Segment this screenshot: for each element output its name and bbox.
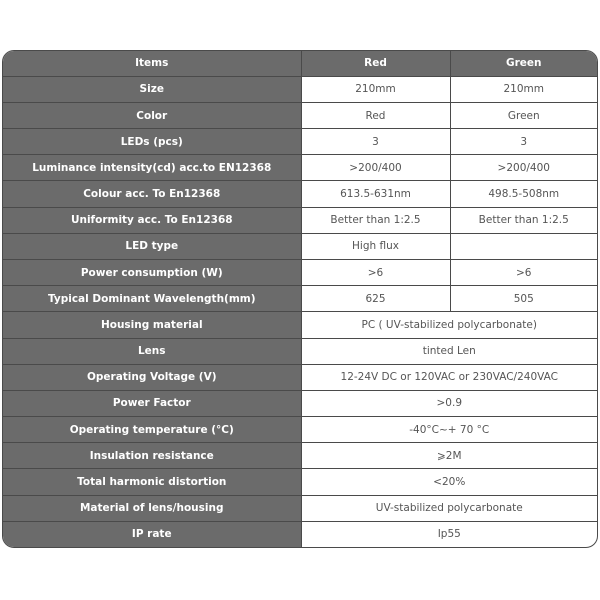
row-item-label: Housing material xyxy=(3,311,302,339)
table-header-row: Items Red Green xyxy=(3,51,597,77)
row-value-red: >200/400 xyxy=(300,154,451,182)
row-value-shared: tinted Len xyxy=(300,337,597,365)
row-value-shared: ⩾2M xyxy=(300,442,597,470)
table-row: LEDs (pcs) 3 3 xyxy=(3,128,597,156)
row-item-label: Operating temperature (°C) xyxy=(3,416,302,444)
row-item-label: Total harmonic distortion xyxy=(3,468,302,496)
row-item-label: Color xyxy=(3,101,302,130)
table-row: Size 210mm 210mm xyxy=(3,76,597,103)
row-item-label: Power Factor xyxy=(3,389,302,418)
row-value-shared: Ip55 xyxy=(300,520,597,547)
table-row: Material of lens/housing UV-stabilized po… xyxy=(3,494,597,522)
row-value-shared: >0.9 xyxy=(300,389,597,418)
table-row: Color Red Green xyxy=(3,101,597,130)
table-row: Insulation resistance ⩾2M xyxy=(3,442,597,470)
header-items: Items xyxy=(3,51,302,77)
row-item-label: Lens xyxy=(3,337,302,365)
table-row: Luminance intensity(cd) acc.to EN12368 >2… xyxy=(3,154,597,182)
row-value-green: 498.5-508nm xyxy=(449,180,597,208)
table-row: Power Factor >0.9 xyxy=(3,389,597,418)
row-value-shared: PC ( UV-stabilized polycarbonate) xyxy=(300,311,597,339)
table-row: Operating Voltage (V) 12-24V DC or 120VAC… xyxy=(3,363,597,391)
row-value-shared: <20% xyxy=(300,468,597,496)
row-value-green: 505 xyxy=(449,285,597,313)
row-value-green: >200/400 xyxy=(449,154,597,182)
row-value-shared: 12-24V DC or 120VAC or 230VAC/240VAC xyxy=(300,363,597,391)
spec-table: Items Red Green Size 210mm 210mm Color Red Gr… xyxy=(3,51,597,547)
table-row: Typical Dominant Wavelength(mm) 625 505 xyxy=(3,285,597,313)
table-row: Power consumption (W) >6 >6 xyxy=(3,258,597,287)
table-row: LED type High flux xyxy=(3,232,597,261)
row-value-shared: -40°C~+ 70 °C xyxy=(300,416,597,444)
header-green: Green xyxy=(449,51,597,77)
row-item-label: LED type xyxy=(3,232,302,261)
row-item-label: Luminance intensity(cd) acc.to EN12368 xyxy=(3,154,302,182)
row-value-red: High flux xyxy=(300,232,451,261)
spec-table-container: Items Red Green Size 210mm 210mm Color Red Gr… xyxy=(2,50,598,548)
table-row: Operating temperature (°C) -40°C~+ 70 °C xyxy=(3,416,597,444)
header-red: Red xyxy=(300,51,451,77)
row-value-green: 210mm xyxy=(449,76,597,103)
row-value-red: Better than 1:2.5 xyxy=(300,206,451,234)
row-item-label: Operating Voltage (V) xyxy=(3,363,302,391)
row-item-label: LEDs (pcs) xyxy=(3,128,302,156)
row-item-label: IP rate xyxy=(3,520,302,547)
row-value-green: Green xyxy=(449,101,597,130)
row-value-red: 613.5-631nm xyxy=(300,180,451,208)
row-value-red: 625 xyxy=(300,285,451,313)
row-value-red: 3 xyxy=(300,128,451,156)
table-row: Housing material PC ( UV-stabilized polyc… xyxy=(3,311,597,339)
table-row: Total harmonic distortion <20% xyxy=(3,468,597,496)
table-row: Lens tinted Len xyxy=(3,337,597,365)
row-value-green: Better than 1:2.5 xyxy=(449,206,597,234)
table-row: Colour acc. To En12368 613.5-631nm 498.5-5… xyxy=(3,180,597,208)
row-item-label: Insulation resistance xyxy=(3,442,302,470)
row-item-label: Size xyxy=(3,76,302,103)
row-value-shared: UV-stabilized polycarbonate xyxy=(300,494,597,522)
row-value-red: >6 xyxy=(300,258,451,287)
row-item-label: Power consumption (W) xyxy=(3,258,302,287)
table-row: Uniformity acc. To En12368 Better than 1:… xyxy=(3,206,597,234)
row-item-label: Uniformity acc. To En12368 xyxy=(3,206,302,234)
row-value-green: 3 xyxy=(449,128,597,156)
table-row: IP rate Ip55 xyxy=(3,520,597,547)
row-value-red: Red xyxy=(300,101,451,130)
row-item-label: Material of lens/housing xyxy=(3,494,302,522)
row-value-green xyxy=(449,232,597,261)
row-value-green: >6 xyxy=(449,258,597,287)
row-item-label: Typical Dominant Wavelength(mm) xyxy=(3,285,302,313)
row-item-label: Colour acc. To En12368 xyxy=(3,180,302,208)
row-value-red: 210mm xyxy=(300,76,451,103)
